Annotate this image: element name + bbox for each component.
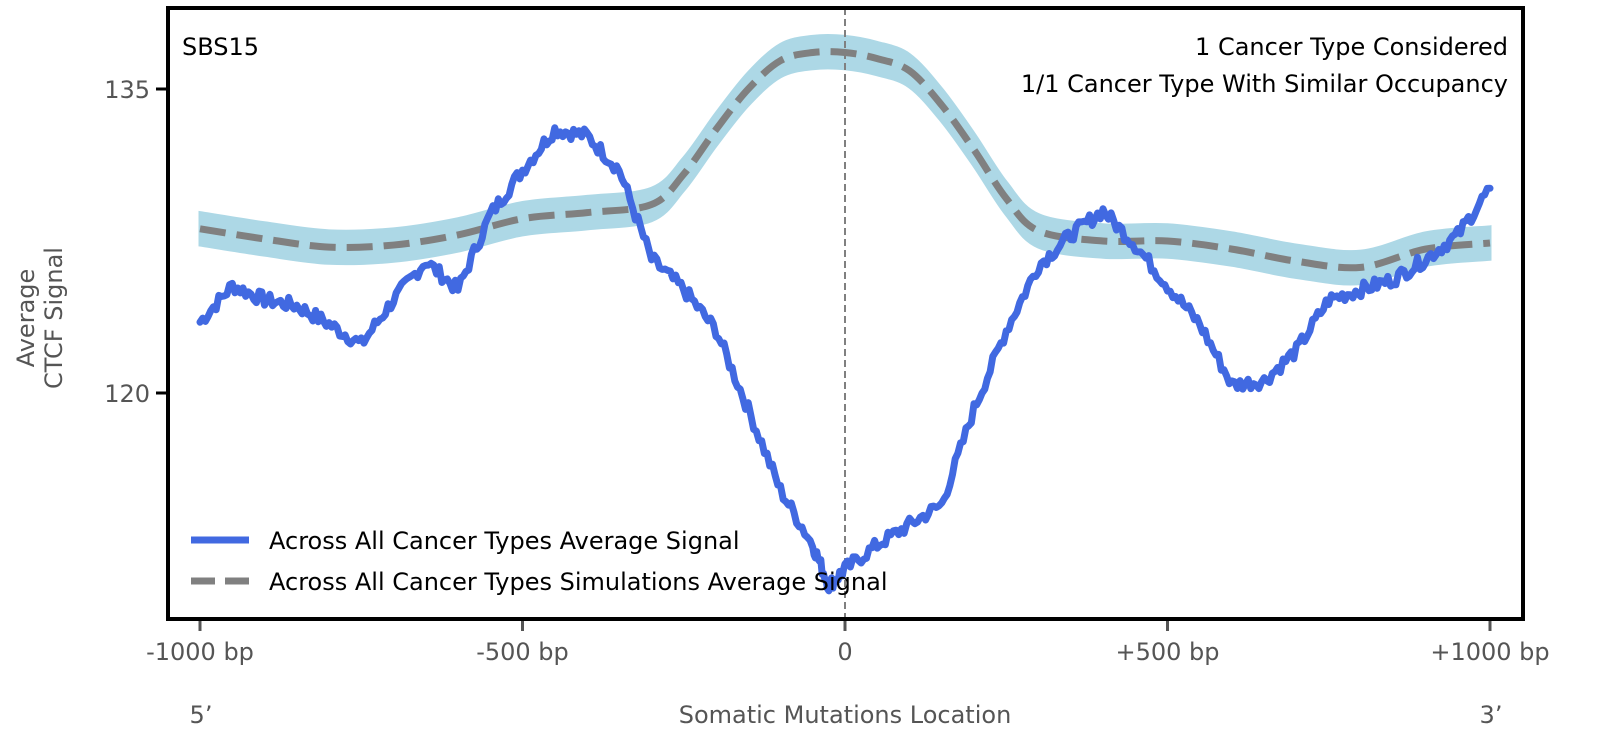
annotation-similar-occupancy: 1/1 Cancer Type With Similar Occupancy [1021,70,1508,98]
legend-label-signal: Across All Cancer Types Average Signal [269,527,740,555]
x-tick-label: +1000 bp [1430,638,1549,666]
x-tick-label: 0 [837,638,852,666]
y-axis-title-line-2: CTCF Signal [40,247,68,389]
x-tick-label: -500 bp [476,638,569,666]
y-tick-label: 120 [104,380,150,408]
y-axis-title: Average CTCF Signal [12,247,68,389]
x-tick-label: -1000 bp [146,638,254,666]
plot-area [196,8,1494,619]
strand-label-5prime: 5’ [190,701,213,729]
series-line-signal [196,124,1494,595]
annotation-cancer-types: 1 Cancer Type Considered [1195,33,1508,61]
legend: Across All Cancer Types Average Signal A… [191,527,888,596]
panel-label: SBS15 [182,33,259,61]
strand-label-3prime: 3’ [1480,701,1503,729]
y-tick-label: 135 [104,76,150,104]
series-layer [196,124,1494,595]
x-axis-title: Somatic Mutations Location [679,701,1012,729]
simulation-band [198,33,1492,286]
y-axis-title-line-1: Average [12,269,40,368]
y-axis: 135 120 [104,76,166,408]
x-tick-label: +500 bp [1115,638,1219,666]
plot-frame [166,6,1525,621]
x-axis: -1000 bp -500 bp 0 +500 bp +1000 bp [146,621,1550,666]
legend-label-simulation: Across All Cancer Types Simulations Aver… [269,568,888,596]
